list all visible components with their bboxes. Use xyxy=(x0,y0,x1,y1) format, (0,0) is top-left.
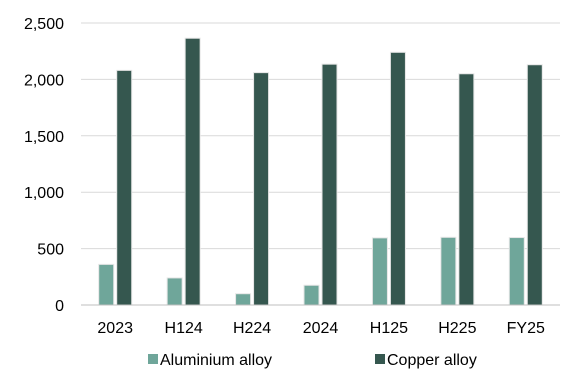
legend-swatch-aluminium-alloy xyxy=(148,354,158,364)
y-tick-label: 1,500 xyxy=(24,129,64,146)
bar-aluminium-alloy-fy25 xyxy=(508,237,525,306)
x-axis-tick-labels: 2023 H124 H224 2024 H125 H225 FY25 xyxy=(97,320,545,337)
y-tick-label: 1,000 xyxy=(24,185,64,202)
bars xyxy=(98,37,543,306)
x-tick-label: H124 xyxy=(165,320,203,337)
gridlines xyxy=(81,22,560,250)
legend-swatch-copper-alloy xyxy=(375,354,385,364)
bar-aluminium-alloy-h225 xyxy=(440,236,457,306)
bar-aluminium-alloy-h125 xyxy=(371,237,388,306)
bar-copper-alloy-h125 xyxy=(389,51,406,306)
x-tick-label: H125 xyxy=(370,320,408,337)
y-tick-label: 500 xyxy=(37,242,64,259)
y-tick-label: 0 xyxy=(55,298,64,315)
bar-copper-alloy-h224 xyxy=(253,72,270,306)
y-tick-label: 2,000 xyxy=(24,72,64,89)
bar-copper-alloy-h124 xyxy=(184,37,201,306)
x-tick-label: H225 xyxy=(438,320,476,337)
x-tick-label: FY25 xyxy=(507,320,545,337)
bar-copper-alloy-2023 xyxy=(116,69,133,306)
legend-label-copper-alloy: Copper alloy xyxy=(387,352,477,369)
x-tick-label: 2024 xyxy=(303,320,339,337)
bar-copper-alloy-h225 xyxy=(458,73,475,306)
x-tick-label: 2023 xyxy=(97,320,133,337)
legend-label-aluminium-alloy: Aluminium alloy xyxy=(160,352,272,369)
bar-aluminium-alloy-2023 xyxy=(98,263,115,306)
bar-aluminium-alloy-h124 xyxy=(166,277,183,306)
y-axis-tick-labels: 0 500 1,000 1,500 2,000 2,500 xyxy=(24,16,64,315)
bar-copper-alloy-fy25 xyxy=(526,64,543,306)
bar-aluminium-alloy-h224 xyxy=(235,293,252,306)
bar-aluminium-alloy-2024 xyxy=(303,284,320,306)
bar-copper-alloy-2024 xyxy=(321,63,338,306)
legend: Aluminium alloy Copper alloy xyxy=(148,352,477,369)
x-tick-label: H224 xyxy=(233,320,271,337)
y-tick-label: 2,500 xyxy=(24,16,64,33)
